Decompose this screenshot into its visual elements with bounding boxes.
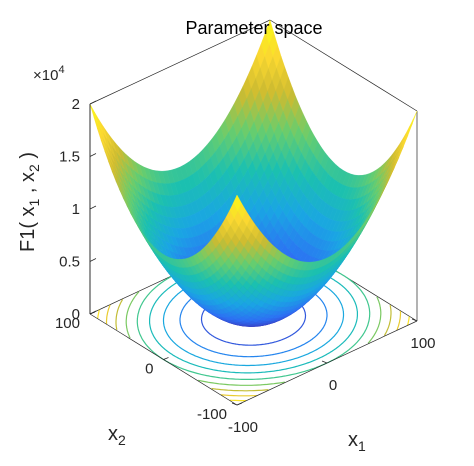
x2-tick-label: 0	[145, 361, 153, 378]
surface-patch	[89, 103, 99, 125]
x1-tick-mark	[411, 318, 418, 322]
contour-line	[105, 304, 111, 324]
contour-line	[198, 379, 285, 386]
z-tick-mark	[89, 258, 97, 262]
contour-line	[383, 305, 392, 336]
x2-tick-label: 100	[55, 315, 80, 332]
x1-tick-label: 100	[410, 335, 435, 352]
x1-tick-mark	[231, 402, 238, 406]
z-tick-mark	[89, 100, 97, 105]
contour-line	[125, 291, 140, 339]
contour-line	[407, 316, 410, 326]
z-tick-mark	[89, 205, 97, 210]
z-tick-label: 1.5	[59, 149, 80, 166]
x2-tick-label: -100	[197, 406, 227, 423]
surface-mesh	[89, 19, 418, 327]
contour-line	[220, 394, 257, 397]
x2-tick-mark	[236, 402, 243, 406]
x2-axis-label: x2	[108, 423, 126, 448]
z-tick-mark	[89, 153, 97, 157]
z-tick-label: 0	[72, 306, 80, 323]
z-exponent-label: ×104	[33, 64, 65, 84]
z-tick-label: 1	[72, 201, 80, 218]
surface-patch	[233, 194, 242, 212]
x1-tick-mark	[321, 360, 328, 364]
box-edge-top-back-right	[269, 19, 418, 112]
contour-line	[115, 299, 124, 330]
box-edge-top-back-left	[89, 19, 271, 105]
z-tick-label: 2	[72, 96, 80, 113]
x2-tick-mark	[89, 311, 96, 315]
contour-line	[396, 311, 402, 331]
contour-line	[97, 309, 100, 319]
x1-axis-label: x1	[348, 429, 366, 454]
x1-tick-label: -100	[228, 419, 258, 436]
x2-tick-mark	[163, 357, 169, 360]
x1-tick-label: 0	[329, 377, 337, 394]
contour-line	[367, 296, 382, 344]
z-tick-label: 0.5	[59, 254, 80, 271]
chart-title: Parameter space	[185, 18, 322, 38]
contour-line	[211, 387, 269, 392]
z-axis-label: F1( x1 , x2 )	[17, 152, 42, 252]
